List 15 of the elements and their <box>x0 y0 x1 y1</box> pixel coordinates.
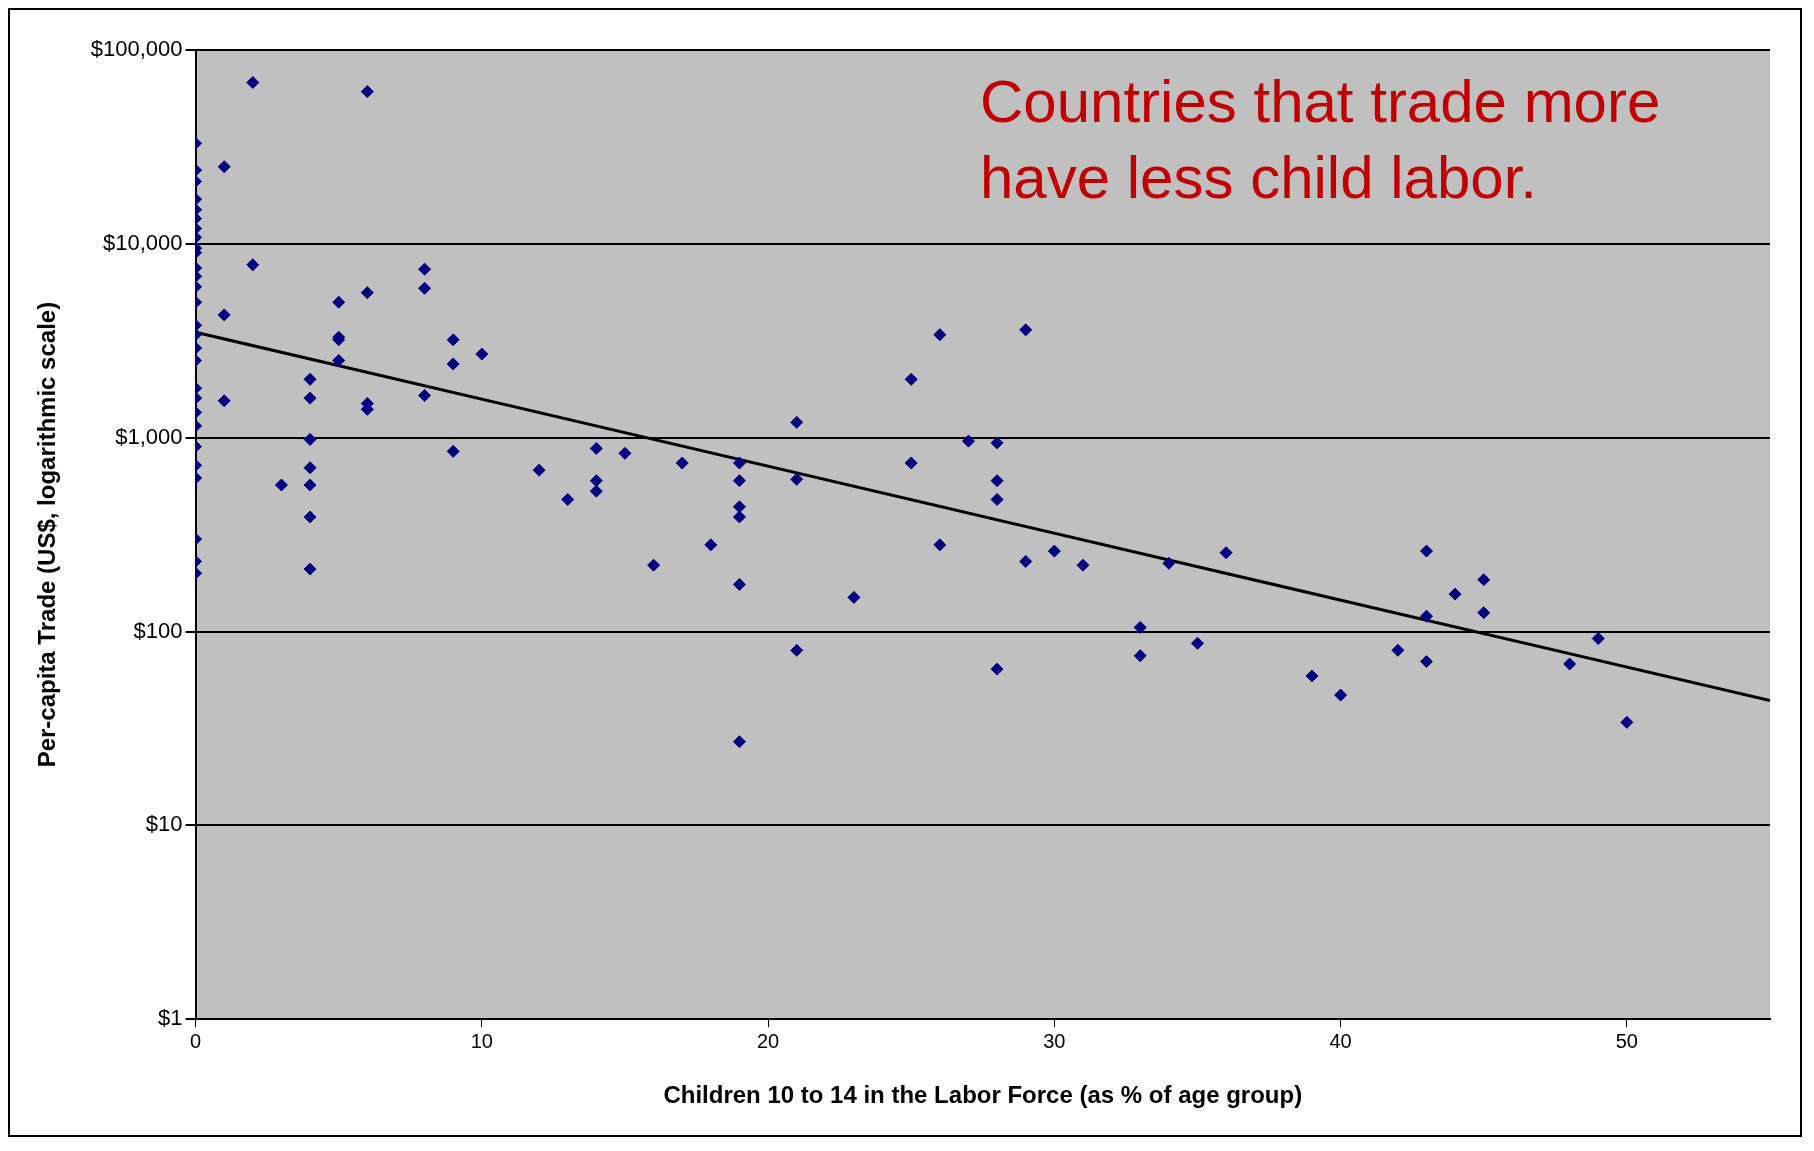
y-tick-label: $10,000 <box>103 229 183 255</box>
x-tick-label: 40 <box>1329 1029 1352 1052</box>
y-tick-label: $100,000 <box>90 36 183 62</box>
x-axis-title: Children 10 to 14 in the Labor Force (as % of age group) <box>663 1081 1303 1109</box>
x-tick-label: 50 <box>1615 1029 1638 1052</box>
y-tick-label: $100 <box>133 617 183 643</box>
annotation: Countries that trade more have less child labor. <box>980 67 1661 211</box>
y-tick-label: $1,000 <box>115 423 183 449</box>
y-axis-title: Per-capita Trade (US$, logarithmic scale) <box>33 301 61 768</box>
y-tick-label: $1 <box>158 1005 183 1031</box>
x-tick-label: 30 <box>1043 1029 1066 1052</box>
x-tick-label: 0 <box>190 1029 202 1052</box>
y-tick-label: $10 <box>145 811 183 837</box>
x-tick-label: 10 <box>470 1029 493 1052</box>
x-tick-label: 20 <box>756 1029 780 1052</box>
